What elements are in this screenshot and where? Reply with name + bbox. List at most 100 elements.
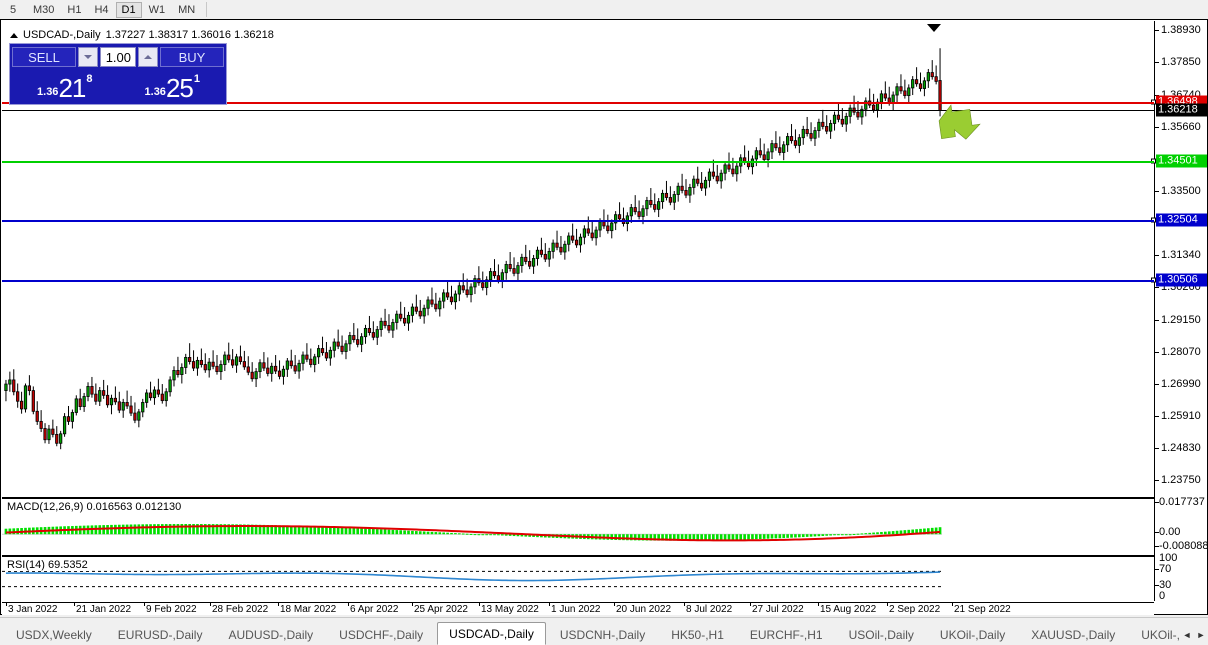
timeframe-w1-button[interactable]: W1 xyxy=(148,3,166,16)
tabs-scroll-left-icon[interactable]: ◄ xyxy=(1182,629,1192,640)
price-tick-label: 1.23750 xyxy=(1161,473,1201,486)
sell-price-main: 21 xyxy=(58,73,86,103)
date-tick-label: 6 Apr 2022 xyxy=(350,604,399,615)
date-tick xyxy=(750,603,751,606)
chart-tab-bar: USDX,Weekly EURUSD-,Daily AUDUSD-,Daily USD… xyxy=(0,617,1208,645)
symbol-ohlc: 1.37227 1.38317 1.36016 1.36218 xyxy=(105,29,274,41)
date-tick-label: 25 Apr 2022 xyxy=(414,604,468,615)
timeframe-5-button[interactable]: 5 xyxy=(9,3,17,16)
trade-panel-quotes: 1.36 21 8 1.36 25 1 xyxy=(10,68,226,104)
tabs-scroll-right-icon[interactable]: ► xyxy=(1196,629,1206,640)
symbol-name: USDCAD-,Daily xyxy=(23,29,101,41)
blue-level-tag-1[interactable]: 1.32504 xyxy=(1151,213,1207,227)
bid-line-tag[interactable]: 1.36218 xyxy=(1156,103,1207,117)
chart-plot-area[interactable]: MACD(12,26,9) 0.016563 0.012130 RSI(14) … xyxy=(2,21,1154,601)
green-line[interactable] xyxy=(2,161,1154,164)
date-tick xyxy=(684,603,685,606)
green-level-tag[interactable]: 1.34501 xyxy=(1151,154,1207,168)
timeframe-mn-button[interactable]: MN xyxy=(178,3,196,16)
price-scale[interactable]: 1.389301.378501.367401.356601.335001.313… xyxy=(1151,21,1208,602)
price-tick-label: 1.28070 xyxy=(1161,345,1201,358)
chart-tab-xauusddaily[interactable]: XAUUSD-,Daily xyxy=(1031,627,1116,642)
price-tick-label: 1.33500 xyxy=(1161,184,1201,197)
date-tick xyxy=(549,603,550,606)
collapse-triangle-icon[interactable] xyxy=(10,32,18,38)
one-click-trade-panel[interactable]: SELL 1.00 BUY 1.36 21 8 1.36 25 1 xyxy=(9,43,227,105)
timeframe-h4-button[interactable]: H4 xyxy=(94,3,109,16)
price-tick xyxy=(1155,415,1159,417)
rsi-scale-label: 0 xyxy=(1159,590,1166,602)
chart-tab-eurusddaily[interactable]: EURUSD-,Daily xyxy=(117,627,203,642)
macd-pane[interactable]: MACD(12,26,9) 0.016563 0.012130 xyxy=(2,497,1154,553)
date-tick-label: 3 Jan 2022 xyxy=(8,604,58,615)
rsi-scale-tick xyxy=(1155,584,1159,586)
chart-tab-audusddaily[interactable]: AUDUSD-,Daily xyxy=(228,627,314,642)
date-tick xyxy=(348,603,349,606)
down-right-arrow-icon[interactable] xyxy=(937,96,981,142)
date-tick-label: 21 Jan 2022 xyxy=(76,604,132,615)
price-pane[interactable] xyxy=(2,21,1154,496)
date-tick-label: 21 Sep 2022 xyxy=(954,604,1011,615)
buy-button[interactable]: BUY xyxy=(160,47,224,67)
date-tick-label: 18 Mar 2022 xyxy=(280,604,337,615)
price-tick xyxy=(1155,351,1159,353)
price-tick xyxy=(1155,447,1159,449)
buy-price-quote[interactable]: 1.36 25 1 xyxy=(119,69,224,102)
chart-tab-ukoildaily[interactable]: UKOil-,Daily xyxy=(939,627,1006,642)
date-scale[interactable]: 3 Jan 2022 21 Jan 2022 9 Feb 2022 28 Feb 20… xyxy=(2,602,1154,615)
chart-tab-usdxweekly[interactable]: USDX,Weekly xyxy=(16,627,92,642)
sell-price-quote[interactable]: 1.36 21 8 xyxy=(12,69,117,102)
rsi-scale-label: 100 xyxy=(1159,552,1178,564)
date-tick xyxy=(479,603,480,606)
date-tick xyxy=(144,603,145,606)
volume-increase-button[interactable] xyxy=(138,47,158,67)
sell-button[interactable]: SELL xyxy=(12,47,76,67)
chart-tab-ukoilda[interactable]: UKOil-,Da xyxy=(1141,627,1180,642)
date-tick xyxy=(278,603,279,606)
date-tick xyxy=(952,603,953,606)
chart-tab-strip[interactable]: USDX,Weekly EURUSD-,Daily AUDUSD-,Daily USD… xyxy=(0,618,1180,645)
macd-scale-tick xyxy=(1155,532,1159,534)
macd-scale-tick xyxy=(1155,502,1159,503)
price-tick xyxy=(1155,190,1159,192)
volume-input[interactable]: 1.00 xyxy=(100,47,136,67)
date-tick-label: 28 Feb 2022 xyxy=(212,604,269,615)
price-tick xyxy=(1155,286,1159,288)
blue-level-tag-2[interactable]: 1.30506 xyxy=(1151,273,1207,287)
symbol-header: USDCAD-,Daily 1.37227 1.38317 1.36016 1.… xyxy=(8,29,276,41)
rsi-series xyxy=(2,570,942,588)
rsi-scale-tick xyxy=(1155,569,1159,571)
rsi-pane[interactable]: RSI(14) 69.5352 xyxy=(2,555,1154,601)
volume-decrease-button[interactable] xyxy=(78,47,98,67)
date-tick xyxy=(6,603,7,606)
chart-tab-usdcnhdaily[interactable]: USDCNH-,Daily xyxy=(559,627,646,642)
chart-tab-usdcaddaily[interactable]: USDCAD-,Daily xyxy=(437,622,546,645)
bid-line[interactable] xyxy=(2,110,1154,112)
price-tick xyxy=(1155,62,1159,64)
trade-panel-controls: SELL 1.00 BUY xyxy=(10,44,226,68)
timeframe-d1-button[interactable]: D1 xyxy=(115,1,142,18)
chart-tab-eurchfh1[interactable]: EURCHF-,H1 xyxy=(749,627,823,642)
chart-tab-usdchfdaily[interactable]: USDCHF-,Daily xyxy=(339,627,424,642)
price-tick-label: 1.29150 xyxy=(1161,313,1201,326)
blue-line-1[interactable] xyxy=(2,220,1154,223)
macd-scale-tick xyxy=(1155,546,1159,547)
price-tick-label: 1.24830 xyxy=(1161,441,1201,454)
timeframe-m30-button[interactable]: M30 xyxy=(33,3,55,16)
macd-scale-label: -0.008088 xyxy=(1159,540,1208,552)
toolbar-separator xyxy=(206,2,208,17)
price-tick xyxy=(1155,383,1159,385)
chart-tab-hk50h1[interactable]: HK50-,H1 xyxy=(671,627,724,642)
macd-label: MACD(12,26,9) 0.016563 0.012130 xyxy=(7,501,185,513)
rsi-scale-label: 70 xyxy=(1159,563,1172,576)
date-tick-label: 2 Sep 2022 xyxy=(889,604,941,615)
price-tick-label: 1.38930 xyxy=(1161,24,1201,37)
ask-line[interactable] xyxy=(2,102,1154,105)
sell-price-prefix: 1.36 xyxy=(37,86,59,98)
chart-tab-usoildaily[interactable]: USOil-,Daily xyxy=(848,627,914,642)
buy-price-prefix: 1.36 xyxy=(144,86,166,98)
top-triangle-marker xyxy=(927,24,941,32)
date-tick xyxy=(74,603,75,606)
timeframe-h1-button[interactable]: H1 xyxy=(67,3,82,16)
blue-line-2[interactable] xyxy=(2,279,1154,282)
